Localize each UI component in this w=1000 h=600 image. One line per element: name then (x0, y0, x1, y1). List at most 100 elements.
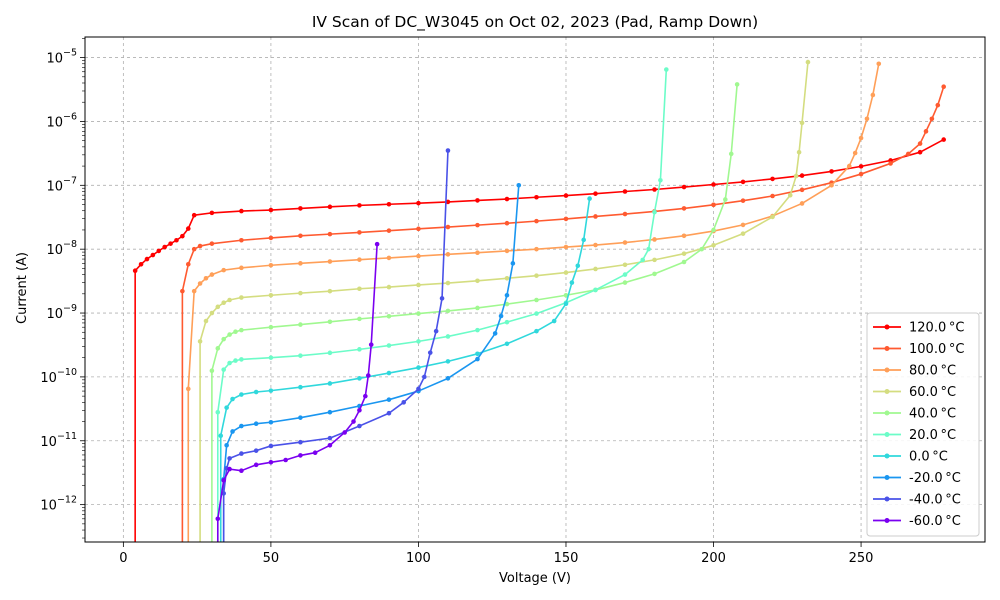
data-point (168, 241, 173, 246)
y-tick-label: 10−5 (46, 48, 77, 67)
data-point (144, 256, 150, 262)
data-point (770, 193, 775, 199)
data-point (941, 137, 946, 142)
data-point (209, 368, 215, 374)
data-point (221, 336, 226, 342)
data-point (504, 292, 510, 298)
data-point (664, 67, 669, 72)
data-point (681, 251, 687, 256)
data-point (342, 430, 347, 435)
data-point (445, 280, 451, 286)
data-point (156, 248, 162, 254)
data-point (209, 241, 215, 246)
data-point (227, 297, 232, 303)
legend-label: 80.0 °C (909, 364, 956, 379)
legend-label: -40.0 °C (909, 493, 961, 508)
legend-swatch-marker (884, 518, 890, 523)
data-point (681, 206, 687, 211)
x-tick-label: 50 (263, 551, 280, 566)
data-point (622, 280, 628, 285)
data-point (327, 409, 333, 415)
data-point (298, 290, 303, 296)
y-tick-label: 10−8 (46, 239, 77, 258)
series-line (187, 63, 880, 542)
data-point (445, 359, 451, 364)
data-point (475, 351, 480, 357)
data-point (516, 183, 522, 188)
data-point (740, 231, 746, 236)
x-tick-label: 0 (119, 551, 127, 566)
data-point (357, 376, 362, 381)
data-point (253, 389, 259, 395)
data-point (711, 182, 716, 187)
legend-label: 0.0 °C (909, 450, 948, 465)
legend-box (866, 312, 980, 537)
data-point (681, 184, 687, 190)
data-point (327, 350, 333, 356)
data-point (191, 288, 197, 294)
data-point (253, 448, 259, 453)
data-point (445, 252, 451, 257)
data-point (239, 265, 244, 271)
data-point (593, 266, 598, 272)
data-point (150, 252, 156, 258)
legend-swatch-marker (884, 346, 890, 351)
data-point (876, 61, 882, 67)
data-point (298, 261, 303, 266)
data-point (646, 246, 651, 252)
data-point (445, 376, 451, 381)
data-point (215, 304, 221, 310)
legend-label: 60.0 °C (909, 385, 956, 400)
data-point (203, 275, 209, 281)
data-point (283, 457, 288, 463)
data-point (197, 243, 203, 249)
legend: 120.0 °C 100.0 °C 80.0 °C 60.0 °C 40.0 °C 20.… (866, 312, 980, 537)
series-line (134, 138, 945, 542)
data-point (740, 222, 746, 228)
data-point (227, 456, 232, 461)
data-point (439, 296, 445, 301)
data-point (298, 322, 303, 327)
data-point (357, 316, 362, 322)
data-point (227, 360, 232, 366)
data-point (132, 268, 138, 274)
data-point (268, 292, 274, 298)
data-point (268, 355, 274, 360)
data-point (209, 310, 215, 316)
legend-swatch-marker (884, 389, 890, 394)
data-point (681, 233, 687, 239)
data-point (327, 435, 333, 441)
data-point (230, 396, 235, 402)
data-point (498, 313, 504, 319)
data-point (445, 334, 451, 339)
data-point (504, 319, 510, 325)
data-point (298, 453, 303, 458)
data-point (805, 59, 811, 65)
data-point (357, 230, 362, 235)
data-point (917, 149, 923, 155)
y-tick-label: 10−12 (40, 495, 77, 514)
data-point (327, 288, 333, 294)
x-tick-label: 250 (849, 551, 874, 566)
data-point (563, 292, 569, 298)
data-point (215, 516, 221, 522)
data-point (475, 222, 480, 228)
data-point (534, 246, 539, 252)
data-point (575, 263, 581, 269)
data-point (357, 407, 362, 413)
data-point (239, 295, 244, 300)
data-point (829, 169, 834, 174)
data-point (652, 271, 657, 277)
data-point (253, 421, 259, 427)
data-point (386, 343, 392, 348)
data-point (416, 339, 421, 344)
x-tick-label: 150 (554, 551, 579, 566)
data-point (622, 272, 628, 277)
data-point (422, 374, 427, 380)
data-point (357, 203, 362, 208)
data-point (793, 173, 799, 179)
y-tick-label: 10−11 (40, 431, 77, 450)
data-point (185, 261, 191, 267)
legend-swatch-marker (884, 432, 890, 437)
